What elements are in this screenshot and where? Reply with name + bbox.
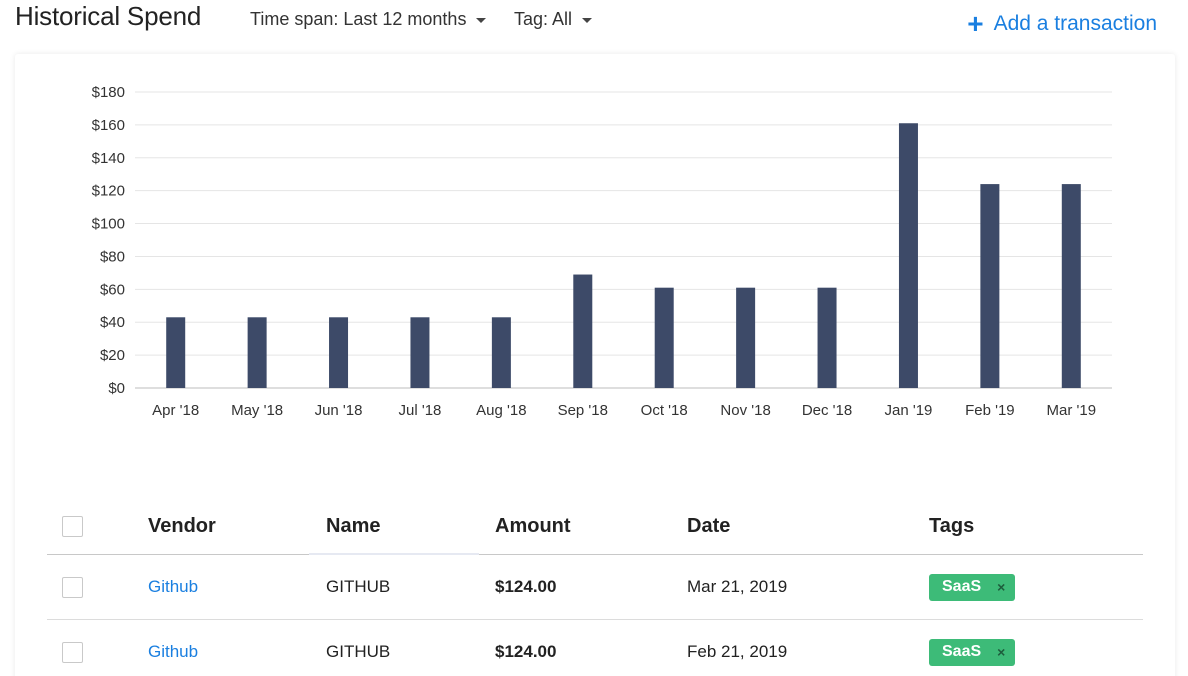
y-tick-label: $160 — [92, 117, 125, 134]
page-title: Historical Spend — [15, 1, 202, 31]
remove-tag-icon[interactable]: × — [997, 644, 1006, 660]
add-transaction-label: Add a transaction — [993, 12, 1157, 35]
x-tick-label: Jan '19 — [885, 402, 933, 419]
name-column-header[interactable]: Name — [326, 514, 381, 537]
name-cell: GITHUB — [326, 642, 391, 661]
x-tick-label: Sep '18 — [558, 402, 608, 419]
tag-filter-label: Tag: All — [514, 9, 573, 29]
x-tick-label: Aug '18 — [476, 402, 526, 419]
vendor-cell: Github — [148, 620, 198, 676]
select-all-checkbox[interactable] — [62, 515, 83, 537]
amount-cell: $124.00 — [495, 577, 557, 596]
vendor-link[interactable]: Github — [148, 642, 199, 661]
table-row: Github GITHUB $124.00 Feb 21, 2019 SaaS … — [47, 620, 1143, 676]
bar — [329, 317, 349, 388]
row-select-cell — [62, 620, 83, 676]
bar — [817, 287, 837, 388]
y-tick-label: $140 — [92, 150, 125, 167]
row-select-cell — [62, 555, 83, 619]
tags-cell: SaaS × — [929, 620, 1016, 676]
x-tick-label: Oct '18 — [641, 402, 688, 419]
caret-down-icon — [582, 17, 593, 23]
y-tick-label: $120 — [92, 183, 125, 200]
bar — [654, 287, 674, 388]
date-cell: Mar 21, 2019 — [687, 577, 788, 596]
bar — [410, 317, 430, 388]
amount-cell: $124.00 — [495, 642, 557, 661]
remove-tag-icon[interactable]: × — [997, 579, 1006, 595]
bar — [1061, 184, 1081, 388]
amount-column-header[interactable]: Amount — [495, 514, 571, 537]
bar — [573, 274, 593, 388]
tags-cell: SaaS × — [929, 555, 1016, 619]
tag-filter-dropdown[interactable]: Tag: All — [514, 9, 593, 30]
y-tick-label: $20 — [100, 347, 125, 364]
tag-badge: SaaS × — [929, 638, 1016, 666]
bar — [166, 317, 186, 388]
bar — [491, 317, 511, 388]
time-span-label: Time span: Last 12 months — [250, 9, 467, 29]
transactions-table: Vendor Name Amount Date Tags Github GITH… — [47, 498, 1143, 676]
y-tick-label: $0 — [108, 380, 125, 397]
spend-card: $0 $20 $40 $60 $80 $100 $120 $140 $160 $180 Apr '1… — [15, 54, 1175, 676]
bar — [980, 184, 1000, 388]
x-tick-label: Mar '19 — [1047, 402, 1097, 419]
tag-label: SaaS — [942, 578, 982, 595]
y-tick-label: $40 — [100, 314, 125, 331]
date-column-header[interactable]: Date — [687, 514, 731, 537]
y-tick-label: $180 — [92, 84, 125, 101]
time-span-dropdown[interactable]: Time span: Last 12 months — [250, 9, 487, 30]
vendor-column-header[interactable]: Vendor — [148, 514, 216, 537]
tag-label: SaaS — [942, 643, 982, 660]
y-tick-label: $60 — [100, 281, 125, 298]
x-tick-label: Jun '18 — [315, 402, 363, 419]
x-tick-label: Nov '18 — [720, 402, 770, 419]
bar — [736, 287, 756, 388]
x-tick-label: May '18 — [231, 402, 283, 419]
date-cell: Feb 21, 2019 — [687, 642, 788, 661]
page-header: Historical Spend Time span: Last 12 mont… — [0, 0, 1188, 48]
tag-badge: SaaS × — [929, 573, 1016, 601]
name-cell: GITHUB — [326, 577, 391, 596]
vendor-link[interactable]: Github — [148, 577, 199, 596]
y-tick-label: $100 — [92, 216, 125, 233]
row-checkbox[interactable] — [62, 576, 83, 598]
x-tick-label: Apr '18 — [152, 402, 199, 419]
x-tick-label: Jul '18 — [399, 402, 442, 419]
spend-bar-chart: $0 $20 $40 $60 $80 $100 $120 $140 $160 $180 Apr '1… — [92, 84, 1112, 419]
bar — [247, 317, 267, 388]
plus-icon: + — [967, 8, 984, 39]
table-header-row: Vendor Name Amount Date Tags — [47, 498, 1143, 555]
vendor-cell: Github — [148, 555, 198, 619]
table-row: Github GITHUB $124.00 Mar 21, 2019 SaaS … — [47, 555, 1143, 620]
y-tick-label: $80 — [100, 248, 125, 265]
caret-down-icon — [476, 17, 487, 23]
x-tick-label: Feb '19 — [965, 402, 1015, 419]
tags-column-header[interactable]: Tags — [929, 514, 975, 537]
add-transaction-button[interactable]: + Add a transaction — [967, 8, 1157, 39]
select-all-cell — [62, 498, 83, 554]
bar — [898, 123, 918, 388]
row-checkbox[interactable] — [62, 641, 83, 663]
name-column-indicator — [309, 553, 479, 555]
x-tick-label: Dec '18 — [802, 402, 852, 419]
